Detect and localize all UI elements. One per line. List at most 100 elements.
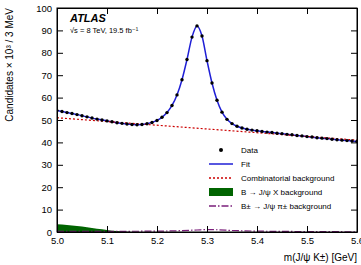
- tick-mark: [351, 210, 357, 211]
- point: [290, 133, 293, 136]
- tick: [351, 165, 357, 166]
- tick: [351, 232, 357, 233]
- tick-mark: [57, 210, 63, 211]
- tick: [157, 8, 158, 14]
- point: [330, 138, 333, 141]
- tick: 60: [41, 92, 63, 103]
- tick: 40: [41, 137, 63, 148]
- point: [170, 104, 173, 107]
- tick: 5.2: [151, 226, 164, 246]
- tick-label: 50: [41, 115, 52, 126]
- legend-symbol: [209, 177, 233, 179]
- tick: 10: [41, 204, 63, 215]
- tick-label: 5.2: [151, 235, 164, 246]
- point: [125, 122, 128, 125]
- tick-label: 5.3: [201, 235, 214, 246]
- point: [280, 132, 283, 135]
- tick-mark: [351, 30, 357, 31]
- tick-label: 20: [41, 182, 52, 193]
- point: [190, 35, 193, 38]
- tick: [107, 8, 108, 14]
- tick-mark: [257, 226, 258, 232]
- tick: [207, 8, 208, 14]
- legend-item: Data: [219, 146, 258, 155]
- tick: 5.5: [301, 226, 314, 246]
- point: [275, 132, 278, 135]
- point: [160, 116, 163, 119]
- point: [90, 116, 93, 119]
- legend-label: B± → J/ψ π± background: [241, 202, 331, 211]
- legend-symbol: [209, 163, 233, 165]
- x-axis-title: m(J/ψ K±) [GeV]: [284, 252, 357, 263]
- tick-mark: [57, 30, 63, 31]
- line: [57, 26, 357, 142]
- point: [215, 99, 218, 102]
- legend-item: B± → J/ψ π± background: [209, 202, 331, 211]
- legend-symbol: [219, 148, 223, 152]
- tick: [351, 8, 357, 9]
- tick-mark: [351, 165, 357, 166]
- point: [130, 123, 133, 126]
- tick-mark: [57, 232, 63, 233]
- tick: 70: [41, 70, 63, 81]
- chart: 5.05.15.25.35.45.55.60102030405060708090…: [0, 0, 361, 265]
- point: [350, 139, 353, 142]
- tick: [351, 30, 357, 31]
- tick: [351, 75, 357, 76]
- frame: [57, 8, 357, 232]
- tick-mark: [351, 75, 357, 76]
- point: [285, 133, 288, 136]
- tick-label: 5.4: [251, 235, 264, 246]
- point: [145, 122, 148, 125]
- tick-label: 0: [47, 227, 52, 238]
- legend-label: Combinatorial background: [241, 174, 334, 183]
- legend-label: B → J/ψ X background: [241, 188, 322, 197]
- tick-label: 5.6: [351, 235, 361, 246]
- legend-label: Data: [241, 146, 258, 155]
- tick-mark: [351, 142, 357, 143]
- tick-mark: [157, 8, 158, 14]
- point: [265, 130, 268, 133]
- tick-mark: [207, 226, 208, 232]
- title: ATLAS: [69, 12, 107, 24]
- tick-mark: [307, 226, 308, 232]
- tick: 20: [41, 182, 63, 193]
- point: [75, 113, 78, 116]
- point: [225, 118, 228, 121]
- tick: [351, 187, 357, 188]
- tick-label: 5.5: [301, 235, 314, 246]
- tick: 0: [47, 227, 63, 238]
- point: [300, 134, 303, 137]
- tick-mark: [57, 187, 63, 188]
- tick: [257, 8, 258, 14]
- tick-mark: [107, 226, 108, 232]
- tick: 5.4: [251, 226, 264, 246]
- point: [235, 125, 238, 128]
- tick-mark: [207, 8, 208, 14]
- tick: 100: [36, 3, 63, 14]
- line: [57, 118, 357, 140]
- point: [260, 130, 263, 133]
- x-axis-line: [58, 232, 358, 233]
- tick-label: 90: [41, 25, 52, 36]
- y-axis-right: [351, 9, 358, 233]
- tick-mark: [57, 142, 63, 143]
- tick: [307, 8, 308, 14]
- legend: DataFitCombinatorial backgroundB → J/ψ X…: [209, 146, 334, 211]
- point: [200, 34, 203, 37]
- point: [230, 122, 233, 125]
- legend-item: Combinatorial background: [209, 174, 334, 183]
- tick: 30: [41, 159, 63, 170]
- tick: 5.1: [101, 226, 114, 246]
- point: [220, 110, 223, 113]
- tick-label: 5.1: [101, 235, 114, 246]
- tick-label: 80: [41, 47, 52, 58]
- plot: 5.05.15.25.35.45.55.60102030405060708090…: [36, 3, 361, 246]
- legend-symbol: [209, 188, 233, 196]
- legend-item: B → J/ψ X background: [209, 188, 322, 197]
- x-axis: 5.05.15.25.35.45.55.6: [51, 226, 361, 246]
- tick-mark: [351, 98, 357, 99]
- tick-mark: [57, 75, 63, 76]
- point: [295, 134, 298, 137]
- y-axis: 0 10 20 30 40 50 60 70 80 90 100: [36, 3, 63, 238]
